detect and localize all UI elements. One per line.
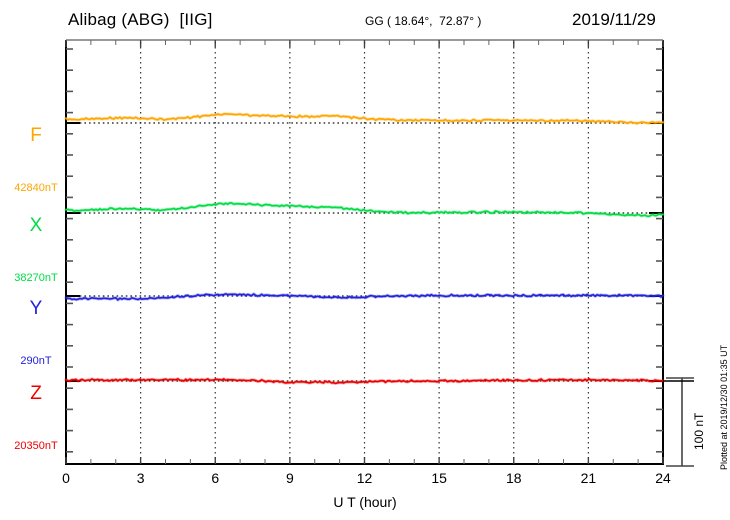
- x-tick-label-24: 24: [655, 470, 671, 486]
- component-baseline-f: 42840nT: [14, 182, 58, 194]
- component-letter-y: Y: [29, 298, 43, 319]
- x-tick-label-12: 12: [356, 470, 373, 486]
- component-label-z: Z 20350nT: [8, 348, 64, 471]
- x-axis-title: U T (hour): [333, 494, 397, 510]
- station-title: Alibag (ABG) [IIG]: [68, 10, 213, 29]
- scale-bar: [663, 377, 694, 467]
- grid-lines: [140, 42, 589, 463]
- component-label-f: F 42840nT: [8, 90, 64, 213]
- x-tick-label-0: 0: [62, 470, 70, 486]
- component-baseline-y: 290nT: [20, 355, 52, 367]
- x-tick-label-6: 6: [211, 470, 220, 486]
- x-tick-label-3: 3: [136, 470, 145, 486]
- component-baseline-z: 20350nT: [14, 440, 58, 452]
- component-label-x: X 38270nT: [8, 180, 64, 303]
- data-traces: [64, 112, 665, 385]
- x-tick-label-21: 21: [580, 470, 597, 486]
- component-letter-f: F: [30, 125, 42, 146]
- geographic-coordinates: GG ( 18.64°, 72.87° ): [365, 14, 482, 28]
- component-letter-x: X: [29, 215, 43, 236]
- x-tick-label-15: 15: [431, 470, 447, 486]
- component-label-y: Y 290nT: [8, 263, 64, 386]
- x-tick-label-18: 18: [505, 470, 522, 486]
- component-letter-z: Z: [30, 383, 42, 404]
- component-baseline-x: 38270nT: [14, 272, 58, 284]
- x-tick-label-9: 9: [285, 470, 294, 486]
- observation-date: 2019/11/29: [572, 10, 656, 29]
